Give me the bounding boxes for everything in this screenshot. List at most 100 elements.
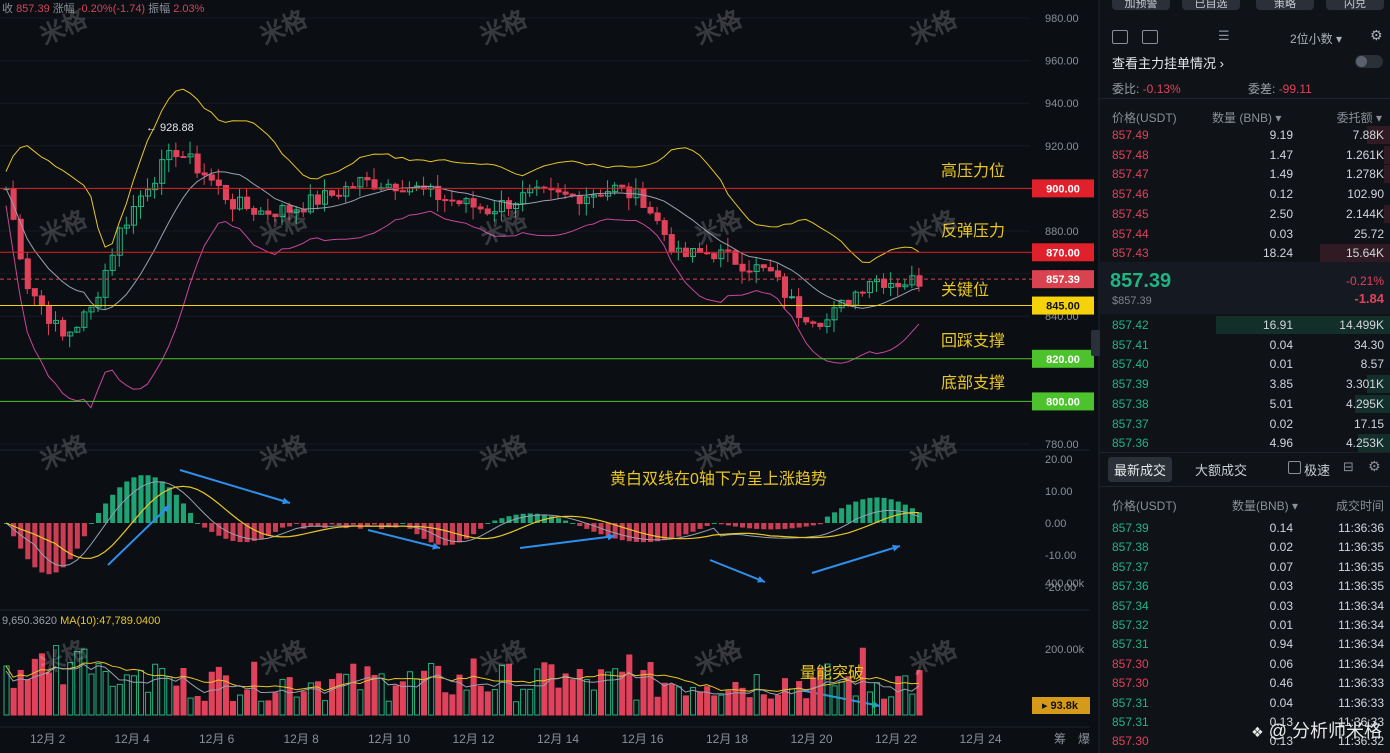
layout-asks-icon[interactable] [1142,30,1158,44]
depth-bar [1366,375,1390,394]
collapse-handle[interactable] [1091,330,1100,356]
candle-body [718,249,725,260]
layout-both-icon[interactable] [1112,30,1128,44]
volume-bar [505,663,513,716]
bid-row[interactable]: 857.42 16.91 14.499K [1100,315,1390,335]
candle-body [38,295,45,306]
macd-bar [96,513,102,523]
alert-button[interactable]: 加预警 [1112,0,1170,10]
volume-bar [746,697,753,716]
volume-bar [781,678,789,716]
ask-row[interactable]: 857.49 9.19 7.88K [1100,125,1390,145]
qty-cell: 2.50 [1269,206,1293,221]
volume-bar [498,664,505,716]
volume-bar [421,670,428,716]
trade-col-qty[interactable]: 数量(BNB) ▾ [1232,499,1299,513]
depth-bar [1216,316,1390,334]
last-price-usd: $857.39 [1112,295,1152,307]
ask-row[interactable]: 857.46 0.12 102.90 [1100,184,1390,204]
col-total-header[interactable]: 委托额 ▾ [1336,111,1382,125]
candle-body [67,331,74,337]
x-axis-label: 12月 16 [622,732,664,746]
volume-bar [704,686,711,716]
bid-row[interactable]: 857.36 4.96 4.253K [1100,433,1390,453]
candle-body [477,206,484,210]
tab-large-trades[interactable]: 大额成交 [1195,463,1248,478]
kline-chart[interactable]: 980.00960.00940.00920.00880.00860.00840.… [0,0,1098,753]
trade-qty: 0.94 [1269,637,1293,652]
bid-row[interactable]: 857.39 3.85 3.301K [1100,374,1390,394]
macd-bar [839,508,845,523]
macd-bar [669,523,675,539]
bid-row[interactable]: 857.41 0.04 34.30 [1100,335,1390,355]
ask-row[interactable]: 857.47 1.49 1.278K [1100,164,1390,184]
strategy-button[interactable]: 策略 [1256,0,1314,10]
settings-icon[interactable]: ⚙ [1370,27,1383,43]
trade-row: 857.31 0.04 11:36:33 [1100,693,1390,713]
ask-row[interactable]: 857.45 2.50 2.144K [1100,204,1390,224]
level-tag [1032,392,1094,411]
trades-settings-icon[interactable]: ⚙ [1368,458,1381,474]
ask-row[interactable]: 857.48 1.47 1.261K [1100,145,1390,165]
main-force-link[interactable]: 查看主力挂单情况 › [1112,56,1224,71]
total-cell: 7.88K [1352,128,1384,142]
tab-latest-trades[interactable]: 最新成交 [1108,457,1173,482]
expand-icon[interactable]: ⊟ [1343,459,1354,474]
candle-body [215,179,222,186]
watermark-text: 米格 [691,205,747,250]
volume-bar [314,681,321,716]
main-force-toggle[interactable] [1355,55,1383,68]
macd-bar [605,523,611,537]
chart-canvas[interactable]: 980.00960.00940.00920.00880.00860.00840.… [0,0,1098,753]
candle-body [343,186,350,197]
favorite-button[interactable]: 已自选 [1182,0,1240,10]
candle-body [435,185,442,201]
candle-body [513,203,520,210]
macd-dea-line [5,485,919,559]
bid-row[interactable]: 857.37 0.02 17.15 [1100,414,1390,434]
ma-line [5,171,920,311]
macd-bar [506,516,512,523]
total-cell: 17.15 [1353,416,1384,431]
candle-body [597,194,605,197]
candle-body [781,276,789,298]
ask-row[interactable]: 857.43 18.24 15.64K [1100,243,1390,263]
speed-checkbox[interactable] [1288,461,1301,474]
ask-row[interactable]: 857.44 0.03 25.72 [1100,224,1390,244]
macd-bar [364,523,370,527]
level-tag-label: 870.00 [1046,247,1080,259]
volume-bars [3,645,923,716]
last-change-abs: -1.84 [1354,291,1384,306]
volume-bar [760,694,767,716]
volume-bar [866,691,873,716]
decimal-select[interactable]: 2位小数 ▾ [1290,32,1343,46]
swap-button[interactable]: 闪兑 [1326,0,1384,10]
layout-bids-icon[interactable]: ☰ [1218,28,1230,43]
macd-bar [343,523,349,529]
macd-bar [188,513,194,523]
bid-row[interactable]: 857.38 5.01 4.295K [1100,394,1390,414]
macd-bar [103,503,109,523]
amp-label: 振幅 [148,3,171,15]
col-qty-header[interactable]: 数量 (BNB) ▾ [1212,111,1282,125]
volume-bar [109,685,116,716]
candle-body [88,306,95,313]
x-axis-label: 12月 2 [30,732,66,746]
candle-body [116,227,123,256]
macd-bar [60,523,66,568]
bid-row[interactable]: 857.40 0.01 8.57 [1100,354,1390,374]
qty-cell: 1.49 [1269,167,1293,182]
macd-bar [874,497,880,523]
trend-arrow [709,559,766,583]
trade-price: 857.32 [1112,618,1149,632]
price-cell: 857.49 [1112,128,1149,142]
trend-arrow-head [872,701,880,708]
macd-bar [909,508,915,523]
candle-body [152,182,159,191]
volume-bar [661,682,668,716]
candle-body [789,296,796,299]
change-value: -0.20%(-1.74) [77,3,146,15]
candle-body [53,319,60,324]
trade-time: 11:36:34 [1338,598,1384,613]
depth-bar [1320,244,1390,263]
